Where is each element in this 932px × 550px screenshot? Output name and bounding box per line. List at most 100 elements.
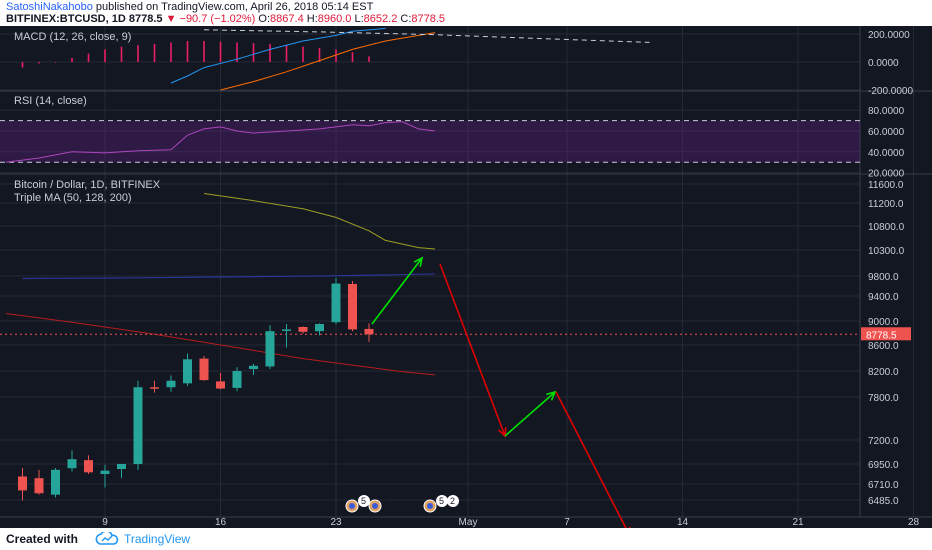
- time-axis-label: 14: [677, 517, 689, 528]
- candle: [34, 469, 44, 495]
- rsi-pane[interactable]: RSI (14, close): [0, 95, 860, 163]
- time-axis-label: 9: [102, 517, 108, 528]
- rsi-axis-label: 80.0000: [868, 106, 905, 117]
- time-axis-label: 21: [792, 517, 804, 528]
- high-label: H:: [306, 13, 318, 25]
- macd-bar: [186, 41, 189, 62]
- time-axis-label: May: [459, 517, 478, 528]
- macd-bar: [203, 41, 205, 62]
- time-axis-label: 16: [215, 517, 227, 528]
- candle: [199, 356, 209, 381]
- projection-arrow-up[interactable]: [371, 256, 424, 325]
- price-axis-label: 9800.0: [868, 272, 899, 283]
- open-label: O:: [258, 13, 271, 25]
- price-axis-label: 9000.0: [868, 317, 899, 328]
- macd-bar: [137, 45, 139, 62]
- event-count: 4: [381, 496, 386, 506]
- open-value: 8867.4: [270, 13, 304, 25]
- macd-title: MACD (12, 26, close, 9): [14, 31, 131, 43]
- published-text: published on TradingView.com, April 26, …: [92, 1, 374, 13]
- price-axis-label: 11600.0: [868, 180, 904, 191]
- event-count: 5: [439, 496, 444, 506]
- earnings-marker[interactable]: 5 4: [345, 495, 386, 513]
- candle: [331, 278, 341, 324]
- macd-axis-label: 0.0000: [868, 58, 899, 69]
- close-label: C:: [400, 13, 412, 25]
- macd-bar: [170, 42, 172, 62]
- low-label: L:: [354, 13, 364, 25]
- author-link[interactable]: SatoshiNakahobo: [6, 1, 93, 13]
- last-price-tag-text: 8778.5: [866, 330, 897, 341]
- candle: [265, 325, 275, 370]
- macd-bar: [71, 57, 73, 62]
- price-axis-label: 6950.0: [868, 460, 899, 471]
- rsi-title: RSI (14, close): [14, 95, 87, 107]
- price-axis-label: 7800.0: [868, 393, 899, 404]
- macd-axis-label: 200.0000: [868, 30, 910, 41]
- projection-arrow-up[interactable]: [504, 390, 557, 437]
- earnings-marker[interactable]: 5 2: [423, 495, 459, 513]
- price-axis-label: 7200.0: [868, 436, 899, 447]
- ohlc-line: BITFINEX:BTCUSD, 1D 8778.5 ▼ −90.7 (−1.0…: [6, 13, 445, 25]
- macd-bar: [153, 43, 156, 62]
- macd-bar: [269, 43, 271, 62]
- symbol-label: BITFINEX:BTCUSD, 1D: [6, 13, 126, 25]
- candle: [100, 464, 110, 488]
- last-price-tag: 8778.5: [861, 327, 911, 341]
- price-axis-label: 6485.0: [868, 496, 899, 507]
- macd-bar: [219, 41, 222, 62]
- macd-bar: [351, 52, 354, 62]
- event-markers[interactable]: 5 4 5 2: [345, 495, 459, 513]
- down-triangle-icon: ▼: [165, 13, 177, 25]
- macd-axis-label: -200.0000: [868, 86, 913, 97]
- ma-128-line: [22, 273, 436, 280]
- macd-pane[interactable]: MACD (12, 26, close, 9): [14, 27, 650, 91]
- ma-200-line: [203, 193, 436, 250]
- price-axis-label: 10300.0: [868, 246, 905, 257]
- price-pane[interactable]: Bitcoin / Dollar, 1D, BITFINEX Triple MA…: [0, 179, 860, 528]
- macd-bar: [120, 46, 123, 62]
- time-axis-label: 28: [908, 517, 920, 528]
- candle: [348, 281, 357, 332]
- price-title: Bitcoin / Dollar, 1D, BITFINEX: [14, 179, 161, 191]
- event-count: 2: [450, 496, 455, 506]
- candle: [364, 323, 374, 342]
- tradingview-cloud-icon: [95, 532, 119, 545]
- high-value: 8960.0: [317, 13, 352, 25]
- low-value: 8652.2: [363, 13, 398, 25]
- candle: [216, 372, 225, 390]
- macd-bar: [318, 48, 321, 62]
- candle: [51, 468, 60, 498]
- price-axis-label: 6710.0: [868, 480, 899, 491]
- candle: [282, 324, 291, 348]
- macd-bar: [54, 62, 57, 63]
- last-price: 8778.5: [128, 13, 163, 25]
- rsi-line: [5, 121, 436, 163]
- candle: [133, 380, 143, 470]
- drawings[interactable]: [371, 256, 631, 528]
- rsi-band: [0, 120, 860, 163]
- candles: [18, 278, 374, 501]
- macd-bar: [21, 62, 24, 68]
- projection-arrow-down[interactable]: [555, 391, 631, 528]
- price-change: −90.7 (−1.02%): [179, 13, 256, 25]
- price-axis-label: 9400.0: [868, 292, 899, 303]
- event-count: 5: [361, 496, 366, 506]
- chart-background: [0, 26, 932, 528]
- macd-bar: [38, 62, 40, 64]
- macd-histogram: [21, 41, 370, 68]
- close-value: 8778.5: [411, 13, 446, 25]
- price-axis-label: 8200.0: [868, 367, 899, 378]
- candle: [150, 380, 159, 393]
- price-axis[interactable]: 200.0000 0.0000 -200.0000 80.0000 60.0000 40.…: [868, 30, 913, 507]
- candle: [249, 363, 258, 375]
- macd-bar: [335, 49, 337, 62]
- grid: [0, 26, 914, 517]
- rsi-axis-label: 40.0000: [868, 148, 905, 159]
- publish-line: SatoshiNakahobo published on TradingView…: [6, 1, 373, 13]
- tradingview-brand-link[interactable]: TradingView: [124, 532, 191, 546]
- price-axis-label: 8600.0: [868, 341, 899, 352]
- time-axis[interactable]: 9 16 23 May 7 14 21 28: [102, 517, 919, 528]
- chart-canvas[interactable]: MACD (12, 26, close, 9) RSI (14, close) …: [0, 26, 932, 528]
- candle: [232, 367, 242, 392]
